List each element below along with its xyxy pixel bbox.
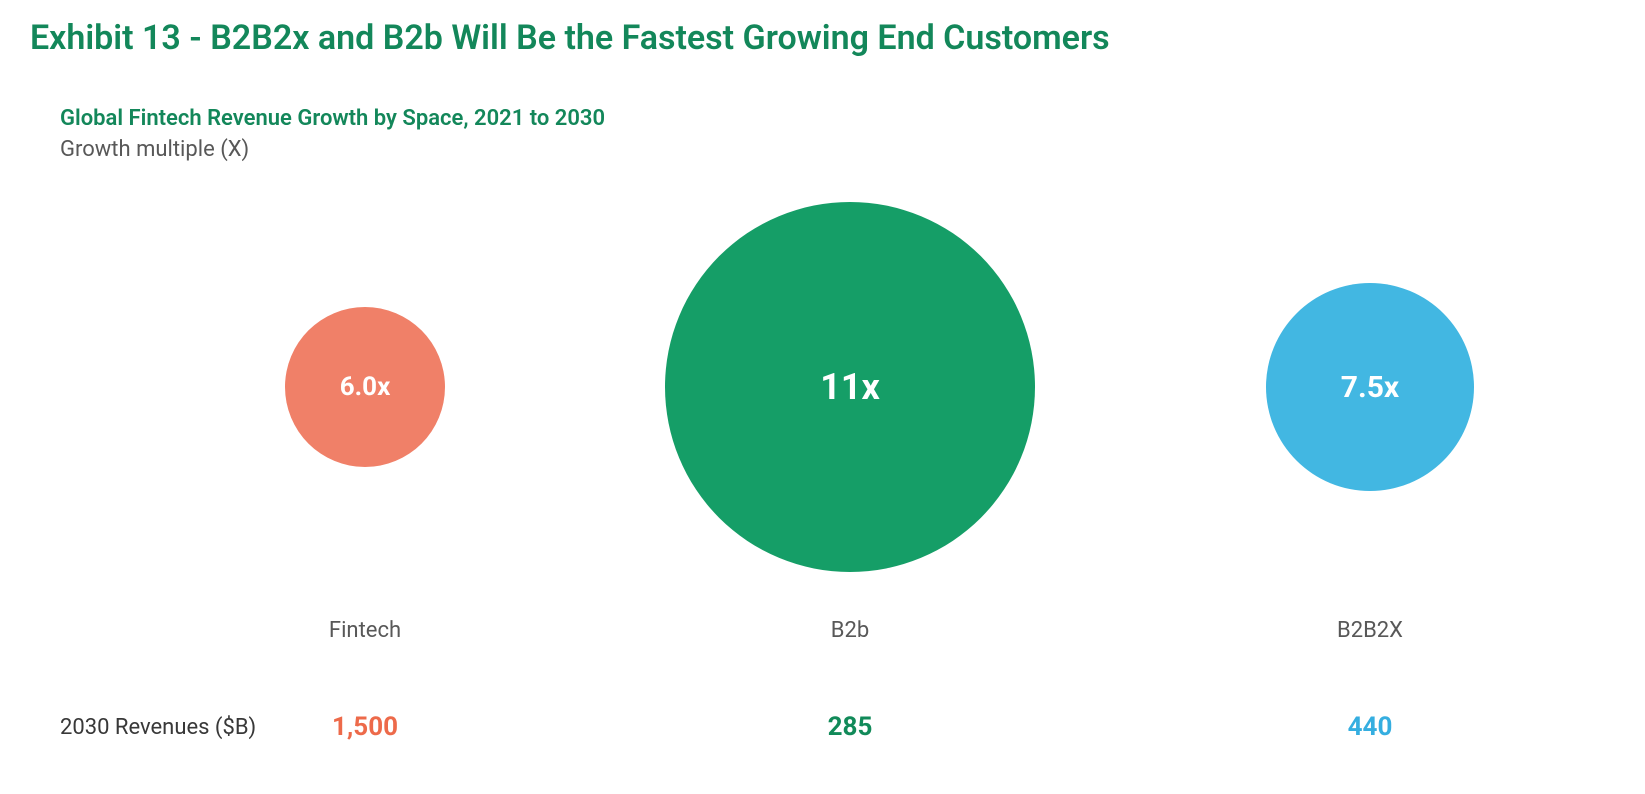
exhibit-title: Exhibit 13 - B2B2x and B2b Will Be the F… [30,18,1615,58]
bubble-column: 11x B2b [665,172,1035,712]
revenue-values: 1,500 285 440 [296,712,1615,742]
bubble-column: 7.5x B2B2X [1266,172,1474,712]
revenue-row-label: 2030 Revenues ($B) [60,715,256,740]
bubble-wrap: 7.5x [1266,172,1474,602]
chart-subtitle: Global Fintech Revenue Growth by Space, … [60,106,1615,131]
bubble-wrap: 6.0x [265,172,465,602]
revenue-value: 440 [1348,712,1393,742]
bubble-wrap: 11x [665,172,1035,602]
revenue-row: 2030 Revenues ($B) 1,500 285 440 [30,712,1615,742]
bubble: 11x [665,202,1035,572]
bubble-category-label: Fintech [329,618,401,643]
revenue-value: 285 [828,712,873,742]
bubble-category-label: B2B2X [1337,618,1403,643]
bubble: 6.0x [285,307,445,467]
bubble-chart: 6.0x Fintech 11x B2b 7.5x B2B2X [30,172,1615,712]
exhibit-page: Exhibit 13 - B2B2x and B2b Will Be the F… [0,0,1645,772]
bubble-column: 6.0x Fintech [265,172,465,712]
revenue-value: 1,500 [332,712,398,742]
axis-label: Growth multiple (X) [60,137,1615,162]
bubble: 7.5x [1266,283,1474,491]
bubble-category-label: B2b [831,618,869,643]
